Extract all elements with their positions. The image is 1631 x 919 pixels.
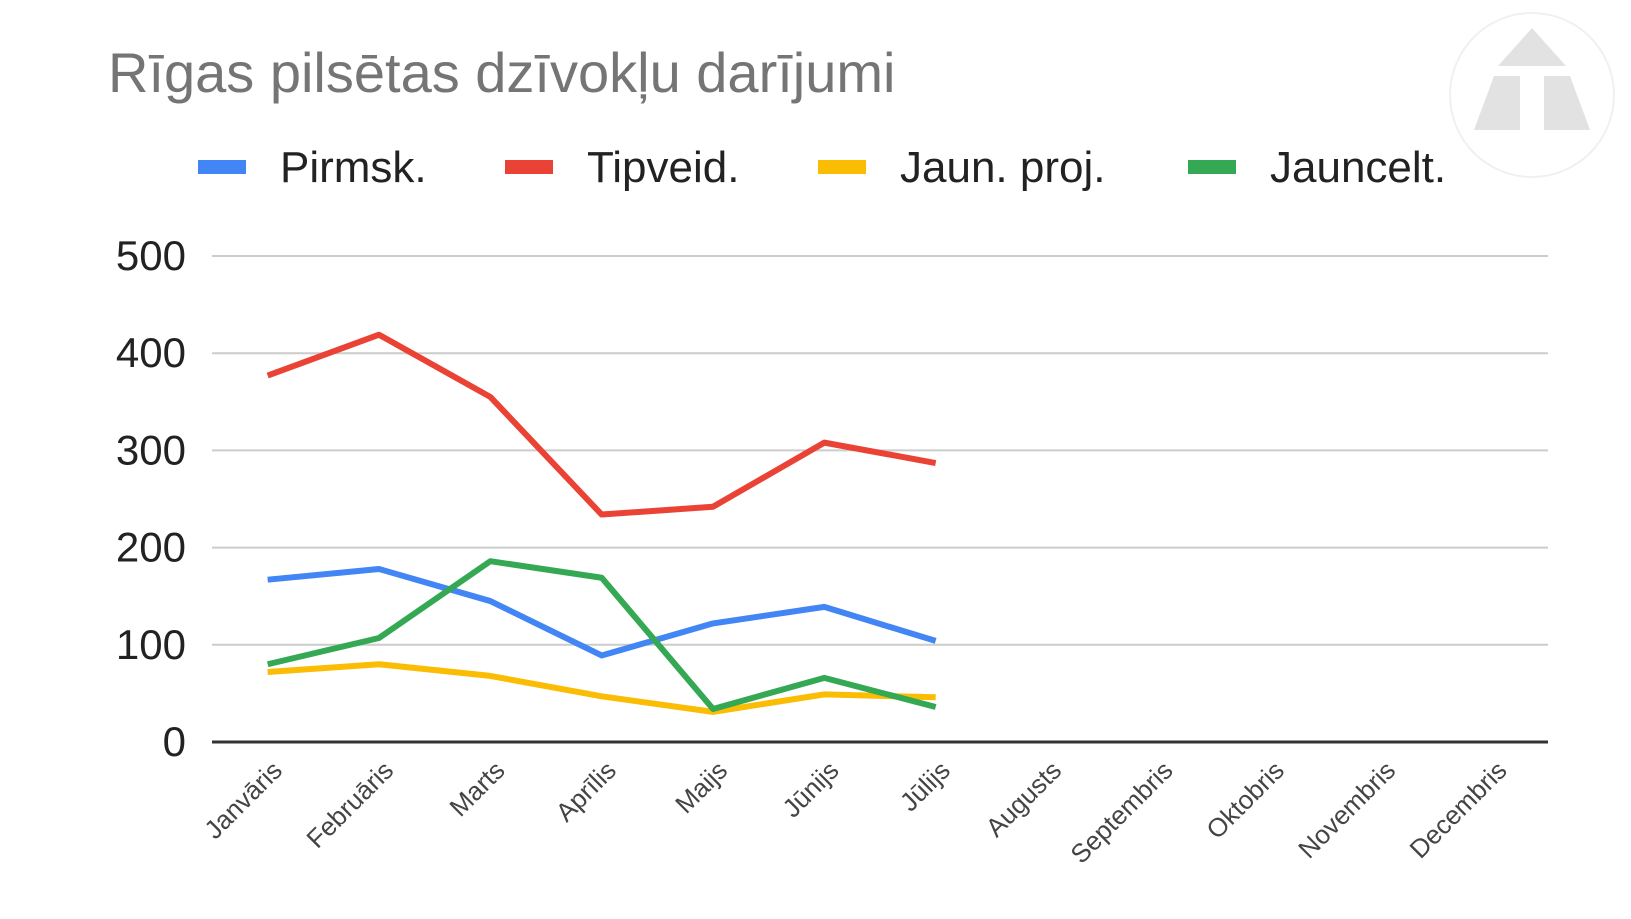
legend-swatch xyxy=(1188,160,1236,174)
x-tick-label: Decembris xyxy=(1404,755,1513,864)
legend-swatch xyxy=(198,160,246,174)
legend-label: Jauncelt. xyxy=(1270,143,1446,192)
series-line-4 xyxy=(266,558,937,712)
legend-item: Pirmsk. xyxy=(198,143,427,192)
legend-item: Jauncelt. xyxy=(1188,143,1446,192)
gridlines xyxy=(212,255,1548,744)
x-tick-label: Janvāris xyxy=(198,755,288,845)
legend: Pirmsk. Tipveid. Jaun. proj. Jauncelt. xyxy=(198,143,1446,192)
x-tick-label: Jūnijs xyxy=(776,755,844,823)
y-tick-label: 500 xyxy=(116,232,186,279)
series-lines xyxy=(266,331,937,715)
legend-swatch xyxy=(818,160,866,174)
x-tick-label: Maijs xyxy=(669,755,733,819)
y-tick-label: 300 xyxy=(116,426,186,473)
series-line-3 xyxy=(267,661,936,715)
legend-label: Tipveid. xyxy=(587,143,739,192)
logo xyxy=(1449,12,1615,178)
x-tick-label: Februāris xyxy=(300,755,399,854)
logo-circle xyxy=(1449,12,1615,178)
x-tick-label: Aprīlis xyxy=(550,755,622,827)
y-tick-label: 0 xyxy=(163,718,186,765)
x-tick-label: Novembris xyxy=(1292,755,1401,864)
x-tick-label: Augusts xyxy=(980,755,1068,843)
x-tick-label: Oktobris xyxy=(1200,755,1290,845)
y-tick-label: 400 xyxy=(116,329,186,376)
series-line-1 xyxy=(267,565,937,659)
x-tick-label: Septembris xyxy=(1064,755,1178,869)
legend-item: Jaun. proj. xyxy=(818,143,1105,192)
legend-item: Tipveid. xyxy=(505,143,739,192)
triangle-logo-icon xyxy=(1474,28,1590,130)
legend-label: Pirmsk. xyxy=(280,143,427,192)
x-axis-ticks: Janvāris Februāris Marts Aprīlis Maijs Jūnijs… xyxy=(198,755,1512,869)
chart-title: Rīgas pilsētas dzīvokļu darījumi xyxy=(108,41,895,104)
series-line-2 xyxy=(266,331,937,518)
x-tick-label: Marts xyxy=(443,755,510,822)
y-tick-label: 200 xyxy=(116,524,186,571)
legend-swatch xyxy=(505,160,553,174)
legend-label: Jaun. proj. xyxy=(900,143,1105,192)
x-tick-label: Jūlijs xyxy=(894,755,956,817)
y-tick-label: 100 xyxy=(116,621,186,668)
y-axis-ticks: 0 100 200 300 400 500 xyxy=(116,232,186,765)
